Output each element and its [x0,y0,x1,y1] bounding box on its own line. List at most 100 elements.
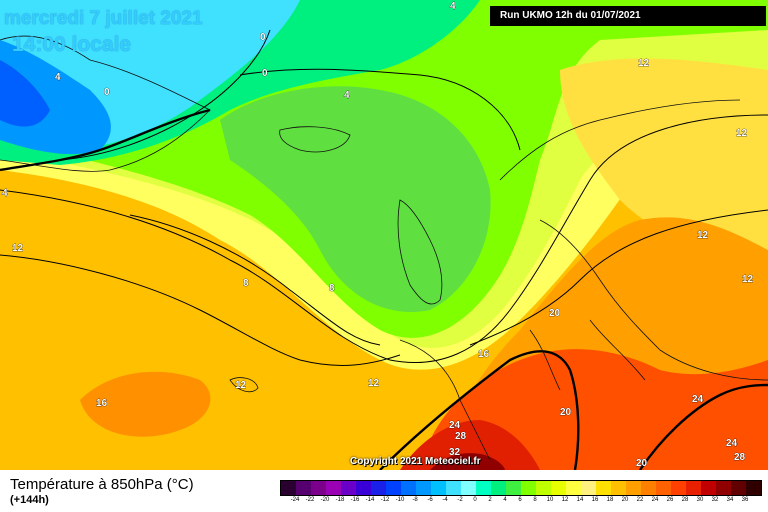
color-scale-tick: 10 [546,497,554,503]
contour-label: 12 [235,380,247,391]
color-scale-tick: 34 [726,497,734,503]
color-swatch [521,481,536,495]
color-scale-tick: 14 [576,497,584,503]
color-swatch [656,481,671,495]
contour-label: 4 [2,188,8,199]
color-swatch [536,481,551,495]
color-scale-tick: 28 [681,497,689,503]
contour-label: 4 [55,72,61,83]
contour-label: 24 [449,420,461,431]
color-scale-tick: -6 [427,497,433,503]
contour-label: 20 [549,308,561,319]
contour-label: 16 [96,398,108,409]
color-scale-ticks: -24 -22 -20 -18 -16 -14 -12 -10 -8 -6 -4 -2 0 2 4 6 8 10 1… [280,497,760,507]
coastlines [0,35,768,461]
contour-label: 0 [260,32,266,43]
color-swatch [476,481,491,495]
contour-label: 24 [692,394,704,405]
contour-label: 12 [12,243,24,254]
color-scale-tick: 22 [636,497,644,503]
color-swatch [566,481,581,495]
contour-label: 12 [697,230,709,241]
color-swatch [701,481,716,495]
color-scale-tick: 6 [518,497,522,503]
color-swatch [281,481,296,495]
color-scale-tick: 24 [651,497,659,503]
color-scale-tick: -10 [395,497,405,503]
map-canvas: 4 0 0 0 4 4 4 12 8 8 12 12 16 16 12 12 1… [0,0,768,470]
contour-label: 8 [329,283,335,294]
contour-label: 12 [638,58,650,69]
color-scale-tick: 0 [473,497,477,503]
contour-label: 28 [455,431,467,442]
color-swatch [431,481,446,495]
legend-title: Température à 850hPa (°C) [10,476,194,493]
contour-label: 4 [450,1,456,12]
field-scand [560,58,768,253]
temperature-map: 4 0 0 0 4 4 4 12 8 8 12 12 16 16 12 12 1… [0,0,768,470]
color-scale [280,480,762,496]
color-scale-tick: 12 [561,497,569,503]
color-scale-tick: 32 [711,497,719,503]
color-scale-tick: 16 [591,497,599,503]
field-darkred [430,453,505,470]
color-swatch [506,481,521,495]
color-swatch [461,481,476,495]
color-scale-tick: -24 [290,497,300,503]
color-scale-tick: -12 [380,497,390,503]
color-scale-tick: -18 [335,497,345,503]
legend-subtitle: (+144h) [10,494,49,506]
color-swatch [746,481,761,495]
color-swatch [446,481,461,495]
contour-label: 32 [449,447,461,458]
contour-label: 0 [104,87,110,98]
contour-label: 0 [262,68,268,79]
contour-label: 4 [344,90,350,101]
color-scale-tick: -8 [412,497,418,503]
field-green-core [220,86,491,312]
color-swatch [341,481,356,495]
color-swatch [596,481,611,495]
copyright: Copyright 2021 Meteociel.fr [350,456,481,467]
contour-label: 24 [726,438,738,449]
map-title: mercredi 7 juillet 2021 [4,8,203,29]
color-swatch [401,481,416,495]
color-swatch [686,481,701,495]
color-scale-tick: 30 [696,497,704,503]
color-swatch [416,481,431,495]
isotherms-bold [0,108,768,470]
color-swatch [551,481,566,495]
contour-labels: 4 0 0 0 4 4 4 12 8 8 12 12 16 16 12 12 1… [2,1,754,470]
legend: Température à 850hPa (°C) (+144h) -24 -2 2… [0,470,768,512]
map-subtitle: 14:00 locale [12,33,132,56]
color-scale-tick: -2 [457,497,463,503]
color-swatch [371,481,386,495]
run-info: Run UKMO 12h du 01/07/2021 [490,6,766,26]
color-swatch [356,481,371,495]
contour-label: 20 [636,458,648,469]
color-swatch [626,481,641,495]
color-swatch [641,481,656,495]
color-swatch [731,481,746,495]
color-scale-tick: 2 [488,497,492,503]
color-swatch [386,481,401,495]
color-swatch [671,481,686,495]
color-swatch [326,481,341,495]
field-deepred [400,420,540,470]
contour-label: 8 [243,278,249,289]
contour-label: 12 [736,128,748,139]
color-scale-tick: 36 [741,497,749,503]
color-scale-tick: 18 [606,497,614,503]
field-deepblue [0,60,50,127]
color-scale-tick: -20 [320,497,330,503]
color-scale-tick: 8 [533,497,537,503]
color-swatch [716,481,731,495]
color-scale-tick: 4 [503,497,507,503]
color-scale-tick: -16 [350,497,360,503]
contour-label: 12 [742,274,754,285]
color-scale-tick: -4 [442,497,448,503]
color-swatch [311,481,326,495]
field-orange-atlantic [80,371,211,437]
color-scale-tick: 26 [666,497,674,503]
contour-label: 20 [560,407,572,418]
